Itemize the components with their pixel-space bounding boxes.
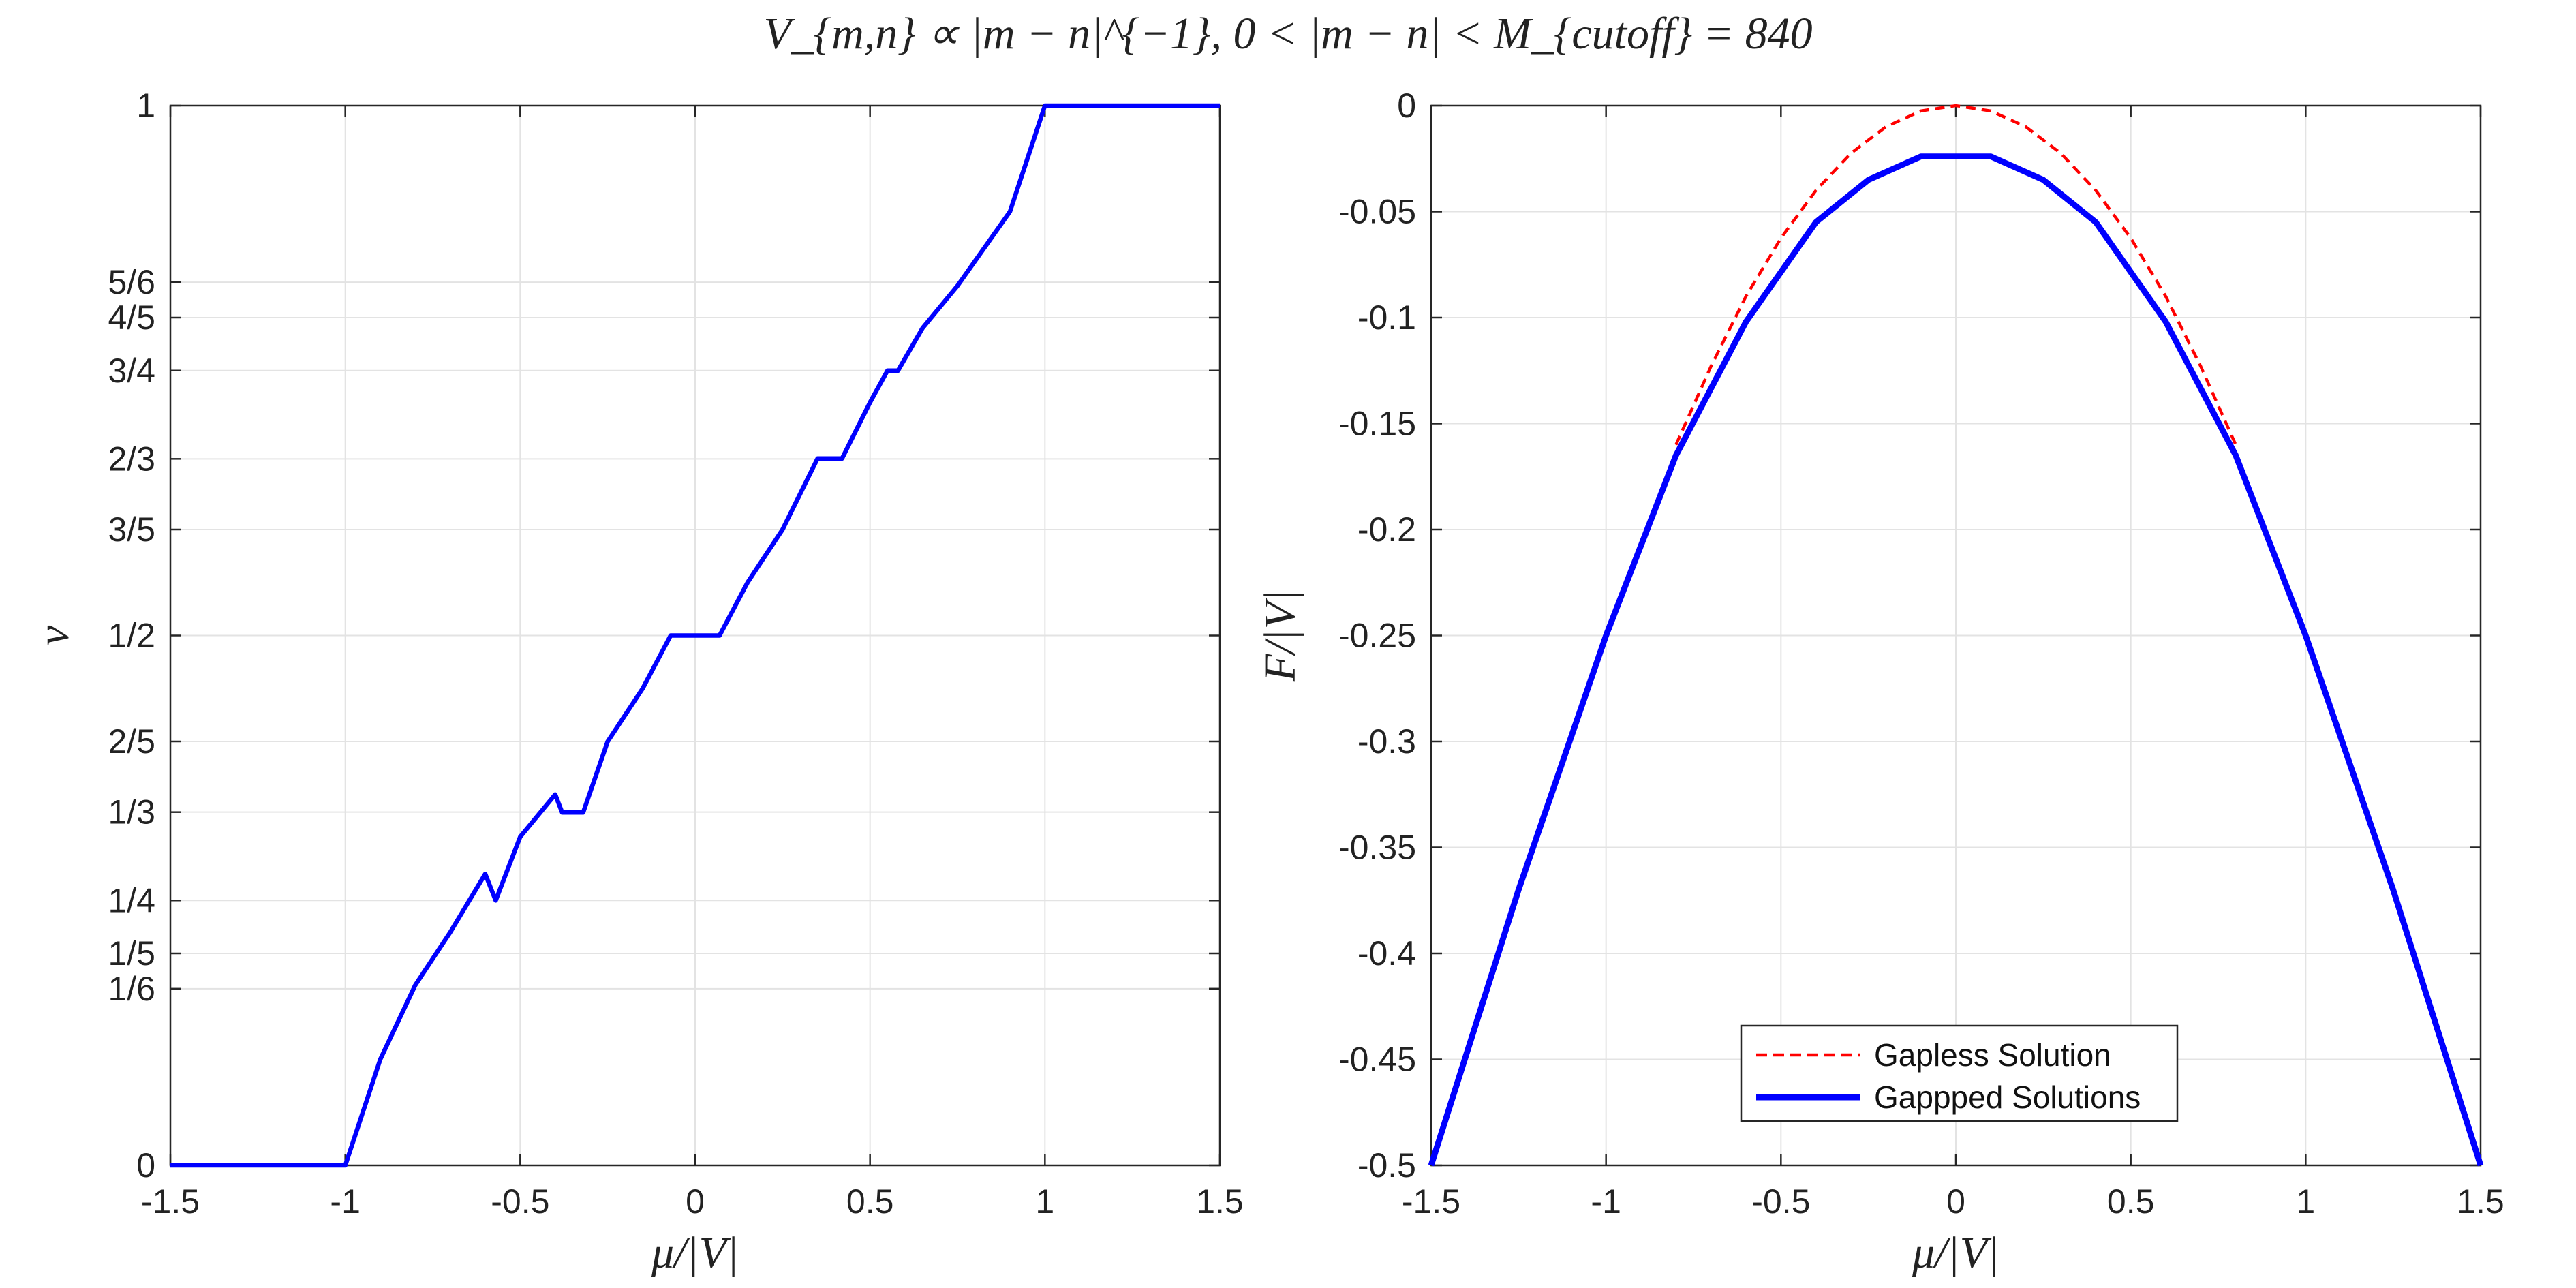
legend-box [1740,1024,2179,1122]
legend-entry-label: Gappped Solutions [1874,1079,2141,1115]
y-tick-label: 3/5 [108,510,155,549]
x-tick-label: 1.5 [1196,1182,1244,1221]
series-line [1674,104,2237,446]
y-tick-label: 1 [136,87,155,125]
y-tick-label: 5/6 [108,263,155,301]
y-tick-label: 1/2 [108,617,155,655]
y-axis-label: ν [29,625,78,645]
y-tick-label: -0.1 [1358,298,1416,337]
x-axis-label: μ/|V| [651,1228,739,1278]
figure-title: V_{m,n} ∝ |m − n|^{−1}, 0 < |m − n| < M_… [763,9,1813,59]
y-axis-label: F/|V| [1255,589,1305,682]
x-tick-label: 1 [2296,1182,2315,1221]
x-tick-label: 0 [686,1182,705,1221]
y-tick-label: 2/3 [108,440,155,478]
y-tick-label: 0 [1397,87,1416,125]
y-tick-label: -0.5 [1358,1146,1416,1184]
y-tick-label: 1/3 [108,793,155,831]
y-tick-label: 1/5 [108,934,155,972]
x-tick-label: -0.5 [491,1182,549,1221]
x-tick-label: 0 [1946,1182,1965,1221]
y-tick-label: -0.4 [1358,934,1416,972]
y-tick-label: 4/5 [108,298,155,337]
y-tick-label: 1/4 [108,881,155,919]
x-tick-label: -0.5 [1751,1182,1810,1221]
x-tick-label: 0.5 [846,1182,894,1221]
x-tick-label: 1 [1035,1182,1054,1221]
x-tick-label: -1.5 [1402,1182,1460,1221]
y-tick-label: 3/4 [108,352,155,390]
series-line [1428,153,2484,1167]
y-tick-label: -0.3 [1358,722,1416,761]
y-tick-label: 0 [136,1146,155,1184]
x-tick-label: 0.5 [2107,1182,2155,1221]
y-tick-label: -0.05 [1338,193,1416,231]
x-axis-label: μ/|V| [1912,1228,1999,1278]
x-tick-label: 1.5 [2457,1182,2504,1221]
right-plot-free-energy: -1.5 -1 -0.5 0 0.5 1 1.5 0 -0.05 -0.1 -0.15 -0.2 -0.… [1255,87,2504,1278]
legend-entry-label: Gapless Solution [1874,1037,2111,1073]
left-plot-filling-fraction: -1.5 -1 -0.5 0 0.5 1 1.5 0 1/61/5 1/4 1/3 2/5 1/2 3/5… [29,87,1244,1278]
y-tick-label: -0.35 [1338,829,1416,867]
y-tick-label: -0.45 [1338,1041,1416,1079]
x-tick-label: -1.5 [141,1182,200,1221]
y-tick-label: -0.15 [1338,405,1416,443]
y-tick-label: -0.25 [1338,617,1416,655]
y-tick-label: 1/6 [108,970,155,1008]
x-tick-label: -1 [330,1182,360,1221]
y-tick-label: 2/5 [108,722,155,761]
y-tick-label: -0.2 [1358,510,1416,549]
series-line [170,103,1220,1168]
x-tick-label: -1 [1591,1182,1621,1221]
